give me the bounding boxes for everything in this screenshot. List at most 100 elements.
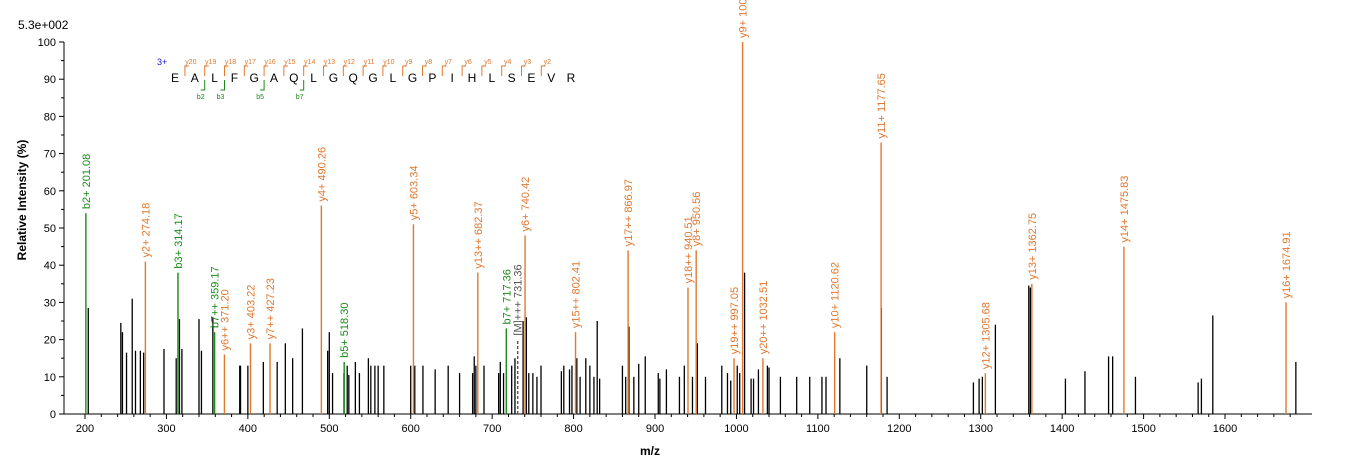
x-tick-label: 500 — [320, 423, 338, 435]
x-tick-label: 1300 — [968, 423, 992, 435]
y-tick-label: 0 — [50, 409, 56, 421]
sequence-residue: V — [547, 71, 555, 85]
peak-label: y6+ 740.42 — [520, 177, 532, 232]
y-ion-label: y9 — [405, 59, 413, 66]
x-tick-label: 1000 — [724, 423, 748, 435]
x-tick-label: 600 — [402, 423, 420, 435]
y-ion-bracket — [441, 65, 447, 76]
y-ion-bracket — [540, 65, 546, 76]
peak-label: y13++ 682.37 — [473, 201, 485, 268]
y-ion-bracket — [481, 65, 486, 76]
b-ion-bracket — [299, 80, 305, 91]
peak-label: y5+ 603.34 — [408, 166, 420, 221]
y-ion-bracket — [402, 65, 407, 76]
y-ion-label: y7 — [445, 59, 453, 66]
y-tick-label: 30 — [44, 297, 56, 309]
y-axis-ticks: 0 10 20 30 40 50 60 70 80 90 100 — [38, 37, 64, 421]
y-ion-bracket — [224, 65, 229, 76]
b-ion-label: b2 — [197, 94, 205, 101]
sequence-residue: L — [310, 71, 317, 85]
peak-label: y6++ 371.20 — [219, 289, 231, 350]
peak-label: y9+ 1007.55 — [738, 0, 750, 38]
b-ion-label: b3 — [217, 94, 225, 101]
peak-label: y10+ 1120.62 — [830, 262, 842, 328]
sequence-residue: A — [191, 71, 199, 85]
x-tick-label: 1400 — [1050, 423, 1074, 435]
y-tick-label: 40 — [44, 260, 56, 272]
peak-label: b5+ 518.30 — [339, 303, 351, 358]
b-ion-bracket — [260, 80, 265, 91]
y-ion-bracket — [422, 65, 427, 76]
y-ion-label: y6 — [464, 59, 472, 66]
b-ion-bracket — [200, 80, 206, 91]
unlabeled-peaks — [87, 272, 1297, 414]
sequence-residue: L — [488, 71, 495, 85]
x-tick-label: 1600 — [1213, 423, 1237, 435]
sequence-residue: G — [368, 71, 377, 85]
y-ion-label: y13 — [324, 59, 335, 66]
y-tick-label: 80 — [44, 111, 56, 123]
sequence-residue: F — [231, 71, 238, 85]
y-ion-label: y5 — [484, 59, 492, 66]
y-ion-label: y19 — [205, 59, 216, 66]
y-ion-bracket — [461, 65, 467, 76]
y-ion-label: y15 — [284, 59, 295, 66]
sequence-residue: L — [211, 71, 218, 85]
sequence-residue: I — [451, 71, 454, 85]
y-ion-bracket — [342, 65, 348, 76]
y-axis-title: Relative Intensity (%) — [15, 140, 29, 261]
y-tick-label: 50 — [44, 223, 56, 235]
peak-label: y14+ 1475.83 — [1119, 176, 1131, 243]
y-ion-bracket — [243, 65, 249, 76]
y-ion-bracket — [303, 65, 308, 76]
y-ion-bracket — [382, 65, 387, 76]
y-ion-bracket — [184, 65, 189, 76]
y-ion-bracket — [501, 65, 506, 76]
precursor-charge: 3+ — [157, 57, 167, 67]
sequence-residue: Q — [289, 71, 298, 85]
y-tick-label: 10 — [44, 372, 56, 384]
y-ion-label: y3 — [524, 59, 532, 66]
peak-label: y16+ 1674.91 — [1281, 231, 1293, 298]
x-tick-label: 1200 — [887, 423, 911, 435]
sequence-residue: E — [527, 71, 535, 85]
b-ion-label: b5 — [256, 94, 264, 101]
peak-label: y20++ 1032.51 — [758, 281, 770, 354]
y-ion-bracket — [263, 65, 269, 76]
y-ion-label: y8 — [425, 59, 433, 66]
x-tick-label: 1500 — [1131, 423, 1155, 435]
b-ion-label: b7 — [296, 94, 304, 101]
x-tick-label: 800 — [564, 423, 582, 435]
y-tick-label: 60 — [44, 186, 56, 198]
peak-label: y11+ 1177.65 — [876, 73, 888, 138]
b-ion-bracket — [220, 80, 225, 91]
y-ion-label: y20 — [185, 59, 196, 66]
peak-label: y12+ 1305.68 — [980, 302, 992, 369]
x-tick-label: 700 — [483, 423, 501, 435]
sequence-residue: E — [171, 71, 179, 85]
x-axis-title: m/z — [640, 444, 660, 458]
y-ion-label: y4 — [504, 59, 512, 66]
y-tick-label: 100 — [38, 37, 56, 49]
y-tick-label: 90 — [44, 74, 56, 86]
peak-label: y18++ 940.51 — [683, 216, 695, 283]
peak-label: [M]+++ 731.36 — [513, 264, 525, 335]
x-tick-label: 300 — [157, 423, 175, 435]
peak-label: b7+ 717.36 — [501, 269, 513, 324]
y-ion-bracket — [323, 65, 328, 76]
y-ion-label: y14 — [304, 59, 315, 66]
max-intensity-label: 5.3e+002 — [18, 18, 69, 32]
sequence-residue: P — [428, 71, 436, 85]
labeled-peaks: b2+ 201.08 y2+ 274.18 b3+ 314.17 b7++ 359.1… — [81, 0, 1293, 414]
y-ion-label: y12 — [344, 59, 355, 66]
peak-label: y4+ 490.26 — [316, 147, 328, 202]
peak-label: b2+ 201.08 — [81, 154, 93, 209]
sequence-residue: Q — [349, 71, 358, 85]
x-tick-label: 400 — [239, 423, 257, 435]
y-ion-label: y18 — [225, 59, 236, 66]
sequence-residue: L — [389, 71, 396, 85]
y-ion-label: y17 — [245, 59, 256, 66]
sequence-residue: R — [567, 71, 576, 85]
y-ion-bracket — [362, 65, 368, 76]
